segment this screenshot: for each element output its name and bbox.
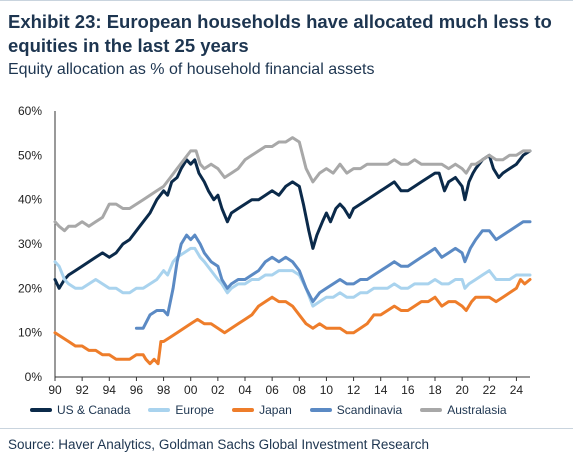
- legend-label: Europe: [175, 403, 215, 417]
- x-tick-label: 20: [455, 383, 469, 397]
- legend-item: Scandinavia: [309, 403, 403, 417]
- x-tick-label: 24: [510, 383, 524, 397]
- y-tick-label: 40%: [18, 193, 42, 207]
- x-tick-label: 22: [483, 383, 497, 397]
- source-rule: [0, 428, 573, 429]
- x-tick-label: 96: [130, 383, 144, 397]
- series-line-australasia: [53, 136, 532, 233]
- series-line-japan: [53, 278, 532, 366]
- legend-swatch: [309, 408, 332, 412]
- x-tick-label: 18: [428, 383, 442, 397]
- series-line-us-canada: [53, 149, 532, 290]
- y-tick-label: 20%: [18, 281, 42, 295]
- y-tick-label: 0%: [25, 370, 43, 384]
- legend-label: US & Canada: [57, 403, 131, 417]
- chart-subtitle: Equity allocation as % of household fina…: [8, 61, 375, 78]
- x-tick-label: 90: [48, 383, 62, 397]
- x-tick-label: 14: [374, 383, 388, 397]
- y-tick-label: 50%: [18, 148, 42, 162]
- legend-swatch: [420, 408, 443, 412]
- legend-label: Scandinavia: [336, 403, 403, 417]
- y-tick-label: 30%: [18, 237, 42, 251]
- series-line-scandinavia: [134, 220, 532, 330]
- legend-label: Japan: [259, 403, 292, 417]
- top-rule: [0, 0, 573, 1]
- series-line-europe: [53, 246, 532, 308]
- legend-item: US & Canada: [30, 403, 130, 417]
- x-tick-label: 98: [157, 383, 171, 397]
- y-tick-label: 10%: [18, 326, 42, 340]
- x-tick-label: 02: [211, 383, 225, 397]
- x-tick-label: 04: [238, 383, 252, 397]
- legend-item: Japan: [232, 403, 292, 417]
- chart-title: Exhibit 23: European households have all…: [8, 11, 552, 56]
- x-tick-label: 94: [103, 383, 117, 397]
- legend-label: Australasia: [447, 403, 507, 417]
- x-tick-label: 00: [184, 383, 198, 397]
- source-note: Source: Haver Analytics, Goldman Sachs G…: [8, 437, 429, 452]
- x-tick-label: 10: [320, 383, 334, 397]
- x-tick-label: 92: [75, 383, 89, 397]
- x-tick-label: 12: [347, 383, 361, 397]
- legend-swatch: [232, 408, 255, 412]
- x-tick-label: 16: [401, 383, 415, 397]
- legend-item: Europe: [148, 403, 214, 417]
- y-tick-label: 60%: [18, 104, 42, 118]
- chart-legend: US & Canada Europe Japan Scandinavia Austral…: [30, 403, 507, 417]
- x-tick-label: 08: [293, 383, 307, 397]
- legend-swatch: [148, 408, 171, 412]
- legend-swatch: [30, 408, 52, 412]
- x-tick-label: 06: [265, 383, 279, 397]
- line-chart: 0% 10% 20% 30% 40% 50% 60% 90 92 94 96 98 00 02 04 06 08…: [18, 104, 532, 397]
- legend-item: Australasia: [420, 403, 507, 417]
